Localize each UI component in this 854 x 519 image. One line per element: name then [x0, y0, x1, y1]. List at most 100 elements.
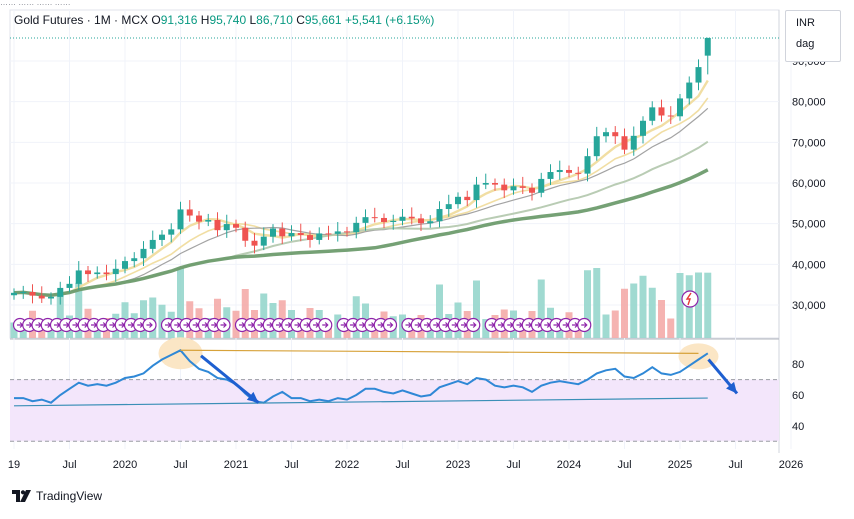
x-tick-label: 2025 [668, 459, 692, 471]
candle-body [205, 220, 212, 222]
x-tick-label: 2023 [446, 459, 470, 471]
event-arrow [387, 322, 394, 328]
x-tick-label: 2021 [224, 459, 248, 471]
candle-body [297, 233, 304, 236]
low-value: 86,710 [256, 13, 293, 27]
candle-body [48, 296, 54, 299]
candle-body [399, 216, 406, 221]
event-marker-icon [466, 317, 481, 333]
candle-body [473, 184, 480, 201]
rsi-tick-label: 80 [792, 359, 804, 371]
rsi-trendline [13, 397, 708, 407]
event-marker-icon [142, 317, 157, 333]
candle-body [667, 115, 674, 117]
candle-body [29, 291, 36, 296]
candle-body [94, 272, 101, 275]
candle-body [242, 227, 249, 241]
candle-body [288, 233, 295, 237]
volume-bar [177, 268, 184, 338]
volume-bar [602, 314, 610, 338]
candle-body [344, 231, 350, 233]
rsi-band [10, 379, 779, 442]
currency-label[interactable]: INR [796, 17, 815, 29]
price-tick-label: 50,000 [792, 219, 826, 231]
volume-bar [519, 325, 527, 338]
candle-body [177, 209, 184, 230]
candle-body [593, 136, 600, 157]
ma-line-fast [13, 79, 709, 297]
candle-body [233, 224, 239, 228]
change-value: +5,541 (+6.15%) [344, 13, 435, 27]
price-tick-label: 40,000 [792, 259, 826, 271]
rsi-trendline [180, 349, 699, 354]
volume-bar [593, 268, 601, 338]
high-value: 95,740 [209, 13, 247, 27]
lightning-icon [685, 292, 692, 306]
ma-line-long [13, 168, 709, 297]
ma-line-gray [13, 107, 709, 296]
candle-body [186, 209, 193, 216]
down-arrow-2-head [726, 381, 737, 394]
candle-body [695, 67, 702, 83]
event-marker-icon [382, 317, 398, 333]
candle-body [196, 215, 202, 222]
volume-bar [639, 275, 647, 338]
candle-body [131, 258, 138, 262]
volume-bar [75, 282, 83, 338]
candle-body [436, 209, 443, 222]
x-tick-label: Jul [728, 459, 742, 471]
candle-body [251, 240, 258, 246]
candle-body [464, 196, 471, 201]
overbought-highlight [158, 337, 203, 370]
candle-body [510, 186, 517, 191]
candle-body [20, 291, 27, 293]
volume-bar [537, 279, 545, 338]
candle-body [371, 217, 378, 219]
volume-bar [695, 272, 702, 338]
close-label: C [296, 13, 305, 27]
candle-body [658, 107, 665, 116]
volume-bar [436, 284, 443, 338]
volume-bar [343, 326, 351, 338]
candle-body [538, 178, 545, 193]
event-arrow [146, 322, 153, 328]
candle-body [482, 183, 489, 185]
volume-bar [214, 298, 221, 338]
candle-body [492, 183, 498, 185]
candle-body [704, 37, 711, 56]
symbol-legend: Gold Futures · 1M · MCX O91,316 H95,740 … [14, 13, 434, 27]
candle-body [103, 272, 110, 275]
down-arrow-1-head [246, 391, 259, 403]
volume-bar [56, 293, 64, 338]
candle-body [307, 235, 313, 240]
price-tick-label: 70,000 [792, 137, 826, 149]
volume-bar [584, 270, 591, 338]
symbol-name: Gold Futures · 1M · MCX [14, 13, 149, 27]
volume-bar [371, 325, 379, 338]
volume-bar [260, 293, 268, 338]
candle-body [75, 270, 82, 284]
volume-bar [10, 322, 18, 338]
candle-body [612, 132, 619, 137]
brand-name: TradingView [36, 489, 103, 503]
candle-body [640, 120, 646, 136]
candle-body [390, 220, 397, 223]
candle-body [112, 268, 119, 275]
candle-body [519, 186, 526, 188]
candle-body [223, 224, 230, 231]
open-value: 91,316 [160, 13, 198, 27]
candle-body [270, 228, 276, 237]
price-scale-settings[interactable]: INR dag [785, 10, 841, 62]
tradingview-brand[interactable]: TradingView [12, 489, 102, 503]
candle-body [418, 218, 424, 224]
candle-body [529, 187, 535, 193]
volume-bar [648, 287, 656, 338]
rsi-tick-label: 40 [792, 421, 804, 433]
low-label: L [249, 13, 257, 27]
rsi-line [14, 349, 709, 404]
unit-label[interactable]: dag [796, 38, 815, 50]
candle-body [427, 221, 434, 224]
candle-body [445, 204, 452, 210]
